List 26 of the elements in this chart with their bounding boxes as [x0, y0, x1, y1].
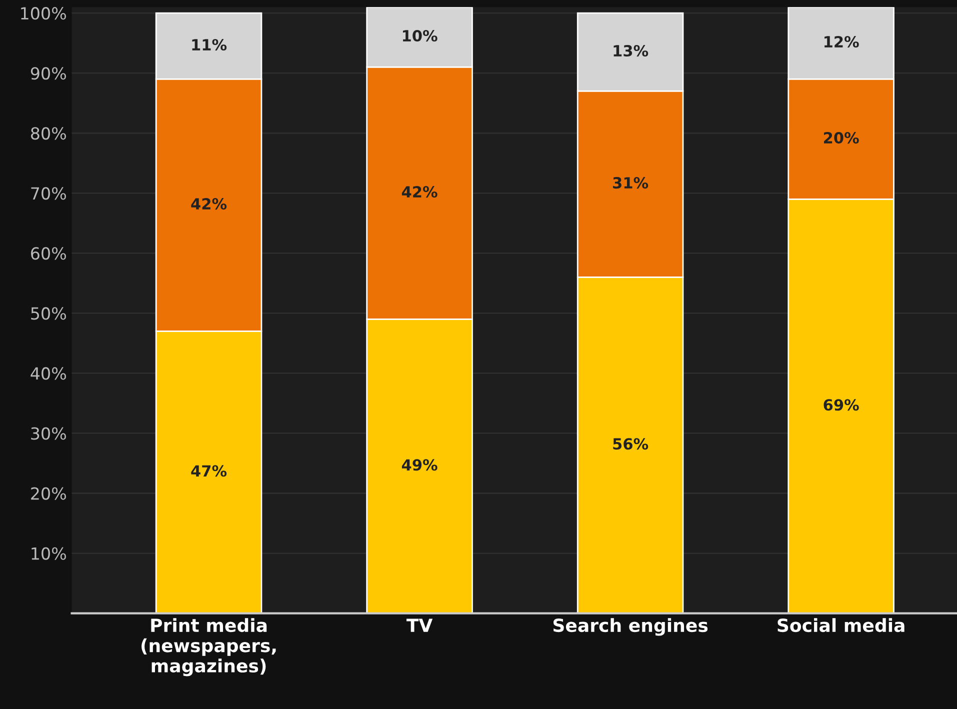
y-tick-label: 100%: [21, 7, 66, 20]
data-label: 13%: [614, 44, 648, 57]
data-label: 69%: [824, 399, 859, 411]
data-label: 47%: [191, 465, 227, 477]
data-label: 42%: [402, 186, 438, 198]
y-tick-label: 30%: [31, 427, 66, 440]
y-tick-label: 90%: [30, 67, 66, 80]
x-tick-label: Search engines: [553, 618, 708, 636]
data-label: 56%: [613, 438, 648, 450]
data-label: 12%: [824, 36, 859, 48]
data-label: 31%: [613, 177, 648, 189]
y-tick-label: 10%: [32, 547, 66, 560]
data-label: 42%: [191, 198, 227, 210]
y-tick-label: 60%: [31, 247, 66, 260]
x-tick-label: Social media: [778, 618, 904, 632]
y-tick-label: 50%: [31, 307, 66, 320]
x-tick-label: Print media (newspapers, magazines): [142, 618, 276, 676]
data-label: 10%: [402, 30, 438, 42]
y-tick-label: 20%: [31, 487, 66, 500]
data-label: 20%: [824, 132, 859, 144]
y-tick-label: 70%: [31, 187, 66, 200]
y-tick-label: 40%: [30, 367, 66, 380]
data-label: 11%: [192, 38, 227, 51]
y-tick-label: 80%: [31, 127, 66, 140]
x-tick-label: TV: [406, 618, 433, 632]
data-label: 49%: [402, 459, 438, 471]
